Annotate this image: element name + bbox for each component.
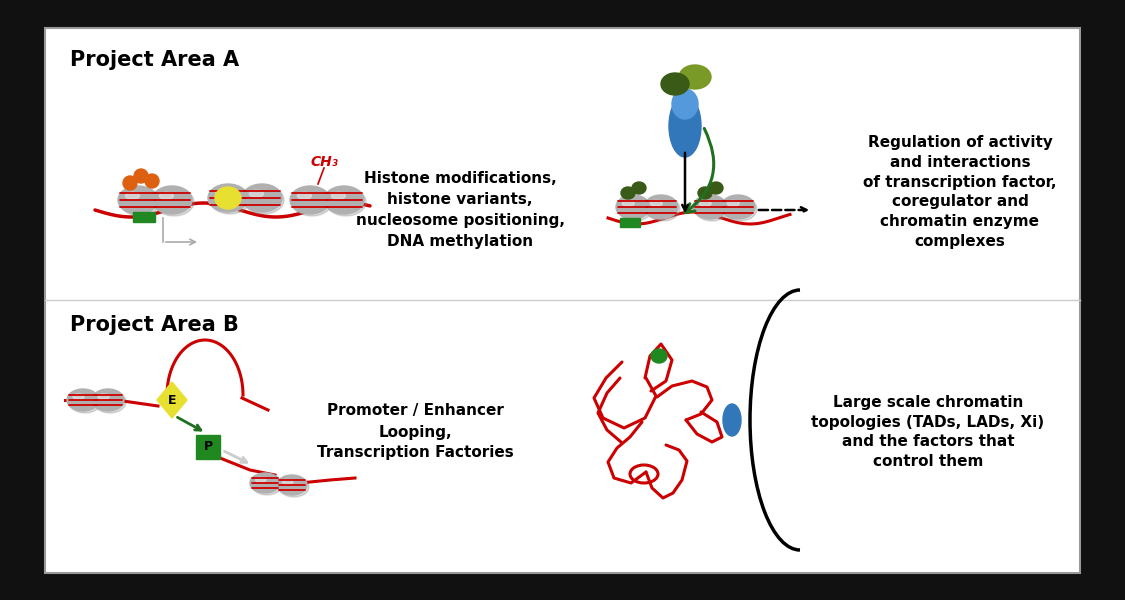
Ellipse shape [292,188,332,216]
Ellipse shape [723,404,741,436]
Ellipse shape [669,95,701,157]
Ellipse shape [693,195,727,219]
Bar [196,435,221,459]
Ellipse shape [215,187,241,209]
Ellipse shape [118,186,158,214]
Ellipse shape [250,190,263,197]
Ellipse shape [644,195,678,219]
Ellipse shape [160,192,173,199]
Ellipse shape [279,477,309,497]
Ellipse shape [700,200,711,206]
Ellipse shape [324,186,365,214]
Ellipse shape [723,197,757,221]
Ellipse shape [672,89,698,119]
Ellipse shape [98,394,109,400]
Text: Regulation of activity
and interactions
of transcription factor,
coregulator and: Regulation of activity and interactions … [863,135,1056,249]
Ellipse shape [326,188,366,216]
Text: Project Area A: Project Area A [70,50,240,70]
Ellipse shape [662,73,688,95]
Ellipse shape [208,184,248,212]
Ellipse shape [709,182,723,194]
Ellipse shape [680,65,711,89]
Ellipse shape [622,200,634,206]
Ellipse shape [215,190,229,197]
Ellipse shape [277,475,307,495]
Bar [620,218,640,227]
Polygon shape [158,382,187,418]
Text: Project Area B: Project Area B [70,315,238,335]
Text: Promoter / Enhancer
Looping,
Transcription Factories: Promoter / Enhancer Looping, Transcripti… [316,403,513,461]
Ellipse shape [242,184,282,212]
Ellipse shape [290,186,330,214]
Ellipse shape [154,188,193,216]
Ellipse shape [698,187,712,199]
Ellipse shape [297,192,312,199]
Ellipse shape [621,187,634,199]
Ellipse shape [250,473,280,493]
Ellipse shape [650,200,663,206]
Text: Large scale chromatin
topologies (TADs, LADs, Xi)
and the factors that
control t: Large scale chromatin topologies (TADs, … [811,395,1044,469]
Ellipse shape [255,478,266,482]
Bar [133,212,155,222]
Ellipse shape [618,197,652,221]
Ellipse shape [123,176,137,190]
Ellipse shape [125,192,140,199]
Ellipse shape [721,195,755,219]
Ellipse shape [695,197,729,221]
Ellipse shape [332,192,345,199]
FancyArrowPatch shape [685,128,713,212]
Ellipse shape [145,174,159,188]
Ellipse shape [69,391,101,413]
Ellipse shape [646,197,680,221]
Text: CH₃: CH₃ [310,155,337,169]
Ellipse shape [68,389,99,411]
Ellipse shape [94,391,126,413]
Ellipse shape [282,479,292,485]
FancyBboxPatch shape [45,28,1080,573]
Ellipse shape [651,349,667,363]
Ellipse shape [244,186,284,214]
Ellipse shape [152,186,192,214]
Ellipse shape [120,188,160,216]
Ellipse shape [727,200,739,206]
Ellipse shape [616,195,650,219]
Text: P: P [204,440,213,454]
Text: Histone modifications,
histone variants,
nucleosome positioning,
DNA methylation: Histone modifications, histone variants,… [356,171,565,249]
Ellipse shape [210,186,250,214]
Ellipse shape [73,394,84,400]
Ellipse shape [92,389,124,411]
Text: E: E [168,394,177,407]
Ellipse shape [252,475,282,495]
Ellipse shape [632,182,646,194]
Ellipse shape [134,169,148,183]
